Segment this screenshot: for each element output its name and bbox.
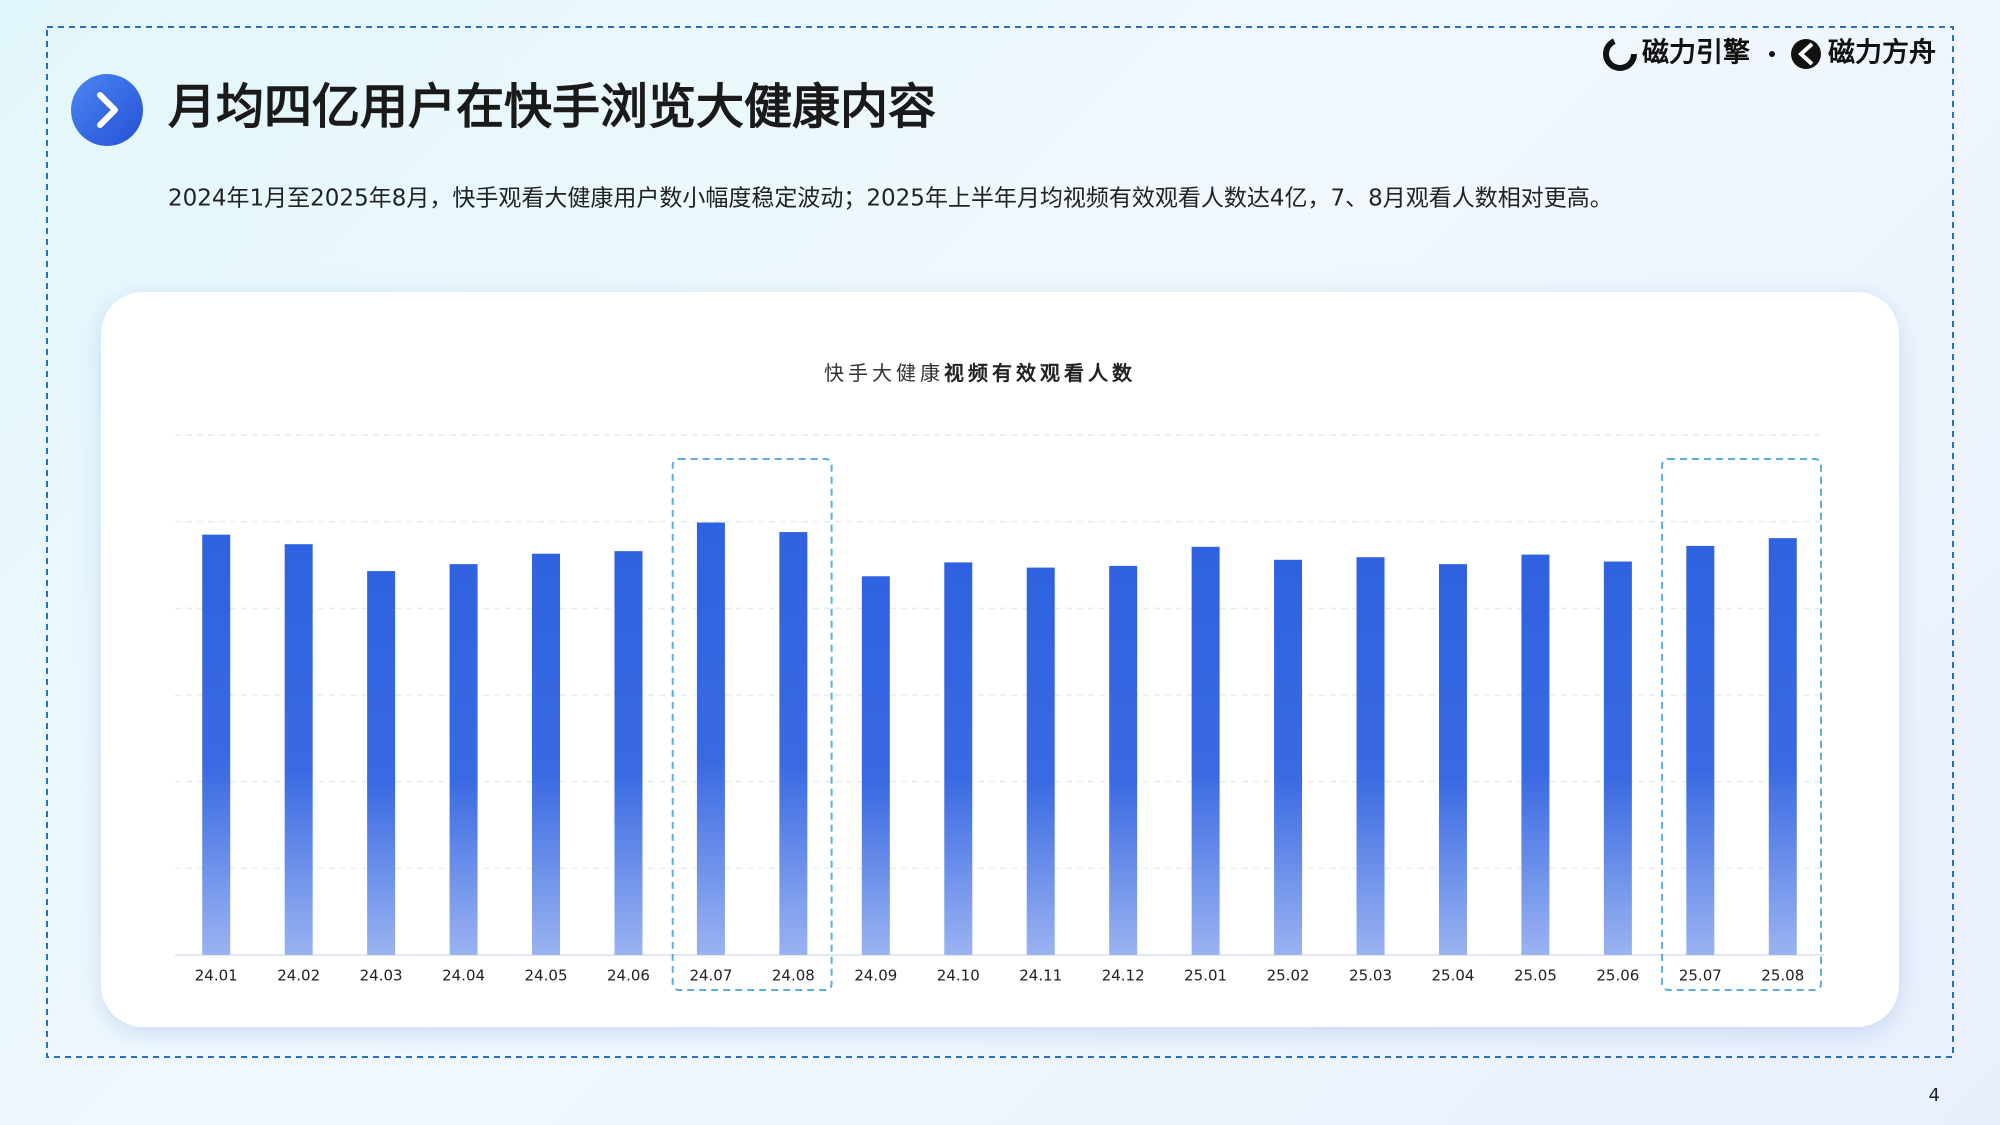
x-tick-label: 24.09 [854,967,897,985]
x-tick-label: 24.07 [689,967,732,985]
page-number: 4 [1929,1085,1940,1106]
bar [614,551,643,955]
x-tick-label: 24.12 [1102,967,1145,985]
logo-icon [1791,39,1821,69]
logo-mark [1798,42,1814,66]
bar [1109,565,1138,955]
bar [1191,546,1220,955]
x-tick-label: 24.02 [277,967,320,985]
bar [532,553,561,955]
x-tick-label: 24.04 [442,967,485,985]
bar [284,544,313,955]
plot: 24.01 24.02 24.03 24.04 24.05 24.06 24.07 24.08… [175,434,1824,991]
x-tick-label: 25.03 [1349,967,1392,985]
bar [367,571,396,955]
bar [944,562,973,955]
chart-title: 快手大健康视频有效观看人数 [824,361,1136,385]
x-tick-label: 25.04 [1431,967,1474,985]
x-tick-label: 24.11 [1019,967,1062,985]
logo-text: 磁力引擎 [1642,37,1750,69]
bar [696,522,725,955]
bar [1356,557,1385,955]
bar [1768,538,1797,955]
x-tick-label: 25.06 [1596,967,1639,985]
bar [1686,545,1715,955]
bar [1438,564,1467,955]
bar [1026,567,1055,955]
x-tick-label: 24.03 [360,967,403,985]
highlight-box [671,458,833,991]
logo-icon [1603,37,1637,71]
frame [46,26,1954,1058]
x-tick-label: 25.08 [1761,967,1804,985]
bar [1603,561,1632,955]
x-tick-label: 25.07 [1679,967,1722,985]
x-tick-label: 25.01 [1184,967,1227,985]
title-icon [71,74,143,146]
chart-title-part: 快手大健康 [824,361,944,385]
x-tick-label: 25.02 [1267,967,1310,985]
bar [202,534,231,955]
subtitle: 2024年1月至2025年8月，快手观看大健康用户数小幅度稳定波动；2025年上… [168,186,1613,212]
separator-dot [1769,51,1775,57]
bar [779,532,808,955]
x-tick-label: 24.05 [525,967,568,985]
x-tick-label: 24.01 [195,967,238,985]
chevron [97,92,118,128]
bar [1274,559,1303,955]
page-title: 月均四亿用户在快手浏览大健康内容 [168,79,936,135]
bar [449,564,478,955]
x-tick-label: 24.06 [607,967,650,985]
chart-title-part: 视频有效观看人数 [944,361,1136,385]
bar [1521,554,1550,955]
x-tick-label: 24.08 [772,967,815,985]
x-tick-label: 24.10 [937,967,980,985]
logo-text: 磁力方舟 [1828,37,1936,69]
x-tick-label: 25.05 [1514,967,1557,985]
highlight-box [1661,458,1822,991]
bar [861,576,890,955]
